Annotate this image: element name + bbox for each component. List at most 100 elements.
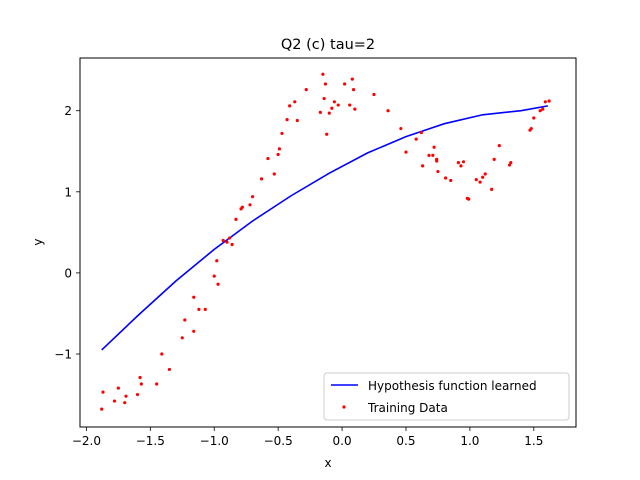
training-point xyxy=(348,103,352,107)
plot-frame xyxy=(79,57,577,428)
training-point xyxy=(538,109,542,113)
training-point xyxy=(327,111,331,115)
training-point xyxy=(250,195,255,199)
training-point xyxy=(215,259,219,263)
training-point xyxy=(192,329,196,333)
training-point xyxy=(321,72,325,76)
training-point xyxy=(444,176,448,180)
training-point xyxy=(216,282,220,286)
training-point xyxy=(101,390,105,394)
training-point xyxy=(155,382,159,386)
training-point xyxy=(112,399,117,403)
training-point xyxy=(336,103,340,107)
x-tick-label: 0.0 xyxy=(333,434,352,448)
training-point xyxy=(474,178,478,182)
training-point xyxy=(180,336,184,340)
y-axis-label: y xyxy=(31,238,45,245)
training-point xyxy=(343,82,347,86)
training-point xyxy=(304,88,308,92)
training-point xyxy=(436,169,440,174)
training-point xyxy=(386,109,390,113)
training-point xyxy=(459,164,463,168)
training-point xyxy=(404,150,408,154)
training-point xyxy=(167,367,172,372)
training-point xyxy=(372,92,376,97)
training-point xyxy=(272,172,276,176)
training-point xyxy=(529,126,533,131)
training-point xyxy=(259,177,264,181)
training-point xyxy=(212,274,216,278)
training-point xyxy=(351,88,356,92)
training-point xyxy=(248,203,252,207)
training-point xyxy=(461,160,466,164)
training-point xyxy=(509,161,513,165)
training-point xyxy=(240,205,244,209)
x-tick-label: −0.5 xyxy=(264,434,293,448)
training-point xyxy=(285,118,289,122)
training-point xyxy=(490,187,494,191)
x-tick-label: −1.5 xyxy=(136,434,165,448)
legend-point-swatch xyxy=(342,405,346,409)
training-point xyxy=(322,96,326,101)
training-point xyxy=(192,295,196,299)
training-point xyxy=(478,180,482,184)
training-point xyxy=(325,132,329,136)
training-point xyxy=(481,175,485,179)
training-point xyxy=(414,137,418,141)
x-tick-label: −1.0 xyxy=(200,434,229,448)
training-point xyxy=(483,172,487,176)
training-point xyxy=(221,238,225,243)
x-tick-label: 1.0 xyxy=(460,434,479,448)
training-point xyxy=(492,157,496,161)
legend-label-hypothesis: Hypothesis function learned xyxy=(368,379,537,393)
training-point xyxy=(277,147,282,151)
training-point xyxy=(497,143,501,148)
training-point xyxy=(467,197,471,201)
training-point xyxy=(116,386,120,390)
training-point xyxy=(135,392,140,397)
training-point xyxy=(139,382,143,386)
training-point xyxy=(332,100,336,104)
training-point xyxy=(543,100,547,104)
training-point xyxy=(276,152,280,157)
training-point xyxy=(227,236,232,240)
training-point xyxy=(323,82,328,86)
plot-area xyxy=(80,58,576,427)
training-point xyxy=(123,401,127,405)
legend: Hypothesis function learned Training Dat… xyxy=(323,372,570,421)
training-point xyxy=(266,156,270,161)
training-point xyxy=(431,153,435,157)
training-point xyxy=(432,145,436,149)
training-point xyxy=(280,131,284,136)
chart-marks xyxy=(100,72,551,411)
training-point xyxy=(419,131,423,135)
training-point xyxy=(293,100,297,104)
training-point xyxy=(318,110,322,114)
training-point xyxy=(124,394,128,398)
training-point xyxy=(138,375,142,380)
training-point xyxy=(330,106,334,110)
x-tick-label: 0.5 xyxy=(396,434,415,448)
chart-title: Q2 (c) tau=2 xyxy=(281,37,375,53)
training-point xyxy=(295,118,299,123)
y-axis-ticks: −1 0 1 2 xyxy=(54,104,80,362)
training-point xyxy=(353,107,357,111)
x-tick-label: −2.0 xyxy=(72,434,101,448)
training-point xyxy=(421,164,425,168)
training-point xyxy=(160,352,164,356)
legend-box xyxy=(323,372,570,421)
training-point xyxy=(399,126,403,131)
legend-label-training: Training Data xyxy=(367,401,448,415)
training-point xyxy=(234,217,238,221)
training-point xyxy=(507,163,512,167)
training-point xyxy=(203,307,207,312)
y-tick-label: 0 xyxy=(64,266,72,280)
training-point xyxy=(225,240,229,244)
hypothesis-line xyxy=(101,105,549,351)
training-point xyxy=(547,99,551,103)
training-point xyxy=(183,318,187,322)
training-point xyxy=(456,161,460,165)
training-point xyxy=(532,116,536,120)
x-axis-label: x xyxy=(324,456,331,470)
